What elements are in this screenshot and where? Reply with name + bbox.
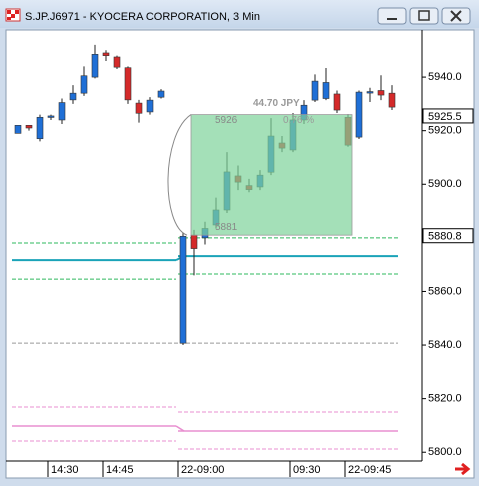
price-tag-label: 5880.8 [428, 231, 462, 243]
candle-body [14, 125, 22, 134]
candle-body [146, 99, 154, 113]
candle-body [377, 90, 385, 96]
y-tick-label: 5820.0 [428, 393, 462, 405]
maximize-button[interactable] [409, 7, 439, 25]
candle-body [80, 75, 88, 94]
candle-body [322, 82, 330, 99]
window-buttons[interactable] [377, 7, 471, 25]
candle-body [388, 92, 396, 108]
x-tick-label: 09:30 [293, 464, 321, 476]
measure-change: 44.70 JPY [253, 98, 300, 109]
candle-body [333, 93, 341, 111]
candle-body [135, 102, 143, 114]
maximize-glyph [418, 10, 430, 21]
candle-body [91, 54, 99, 78]
measure-top-label: 5926 [215, 115, 238, 126]
minimize-button[interactable] [377, 7, 407, 25]
y-tick-label: 5860.0 [428, 285, 462, 297]
y-tick-label: 5900.0 [428, 178, 462, 190]
price-tag-label: 5925.5 [428, 111, 462, 123]
candle-body [311, 80, 319, 101]
y-tick-label: 5840.0 [428, 339, 462, 351]
close-glyph [450, 10, 462, 22]
app-icon [5, 8, 21, 22]
candle-body [355, 91, 363, 138]
y-tick-label: 5940.0 [428, 71, 462, 83]
candle-body [25, 125, 33, 129]
price-tag-box [422, 228, 474, 244]
candle-body [69, 92, 77, 101]
candle-body [36, 116, 44, 140]
candle-body [47, 115, 55, 118]
x-tick-label: 22-09:00 [181, 464, 224, 476]
chart-title: S.JP.J6971 - KYOCERA CORPORATION, 3 Min [25, 11, 260, 23]
candle-body [366, 91, 374, 94]
measure-bottom-label: 5881 [215, 222, 238, 233]
x-tick-label: 14:45 [106, 464, 134, 476]
y-tick-label: 5800.0 [428, 446, 462, 458]
chart-panel [5, 29, 475, 479]
price-tag-box [422, 108, 474, 124]
y-tick-label: 5920.0 [428, 125, 462, 137]
candle-body [102, 52, 110, 56]
candle-body [124, 67, 132, 101]
measure-percent: 0.76 % [283, 115, 314, 126]
measure-box [190, 114, 353, 236]
candle-body [113, 56, 121, 68]
candle-body [157, 90, 165, 98]
level-step [175, 425, 185, 432]
x-tick-label: 14:30 [51, 464, 79, 476]
scroll-arrow[interactable] [455, 462, 471, 476]
candle-body [58, 102, 66, 121]
measure-arc [167, 114, 192, 236]
candle-body [190, 234, 198, 249]
x-tick-label: 22-09:45 [348, 464, 391, 476]
candle-body [179, 235, 187, 344]
